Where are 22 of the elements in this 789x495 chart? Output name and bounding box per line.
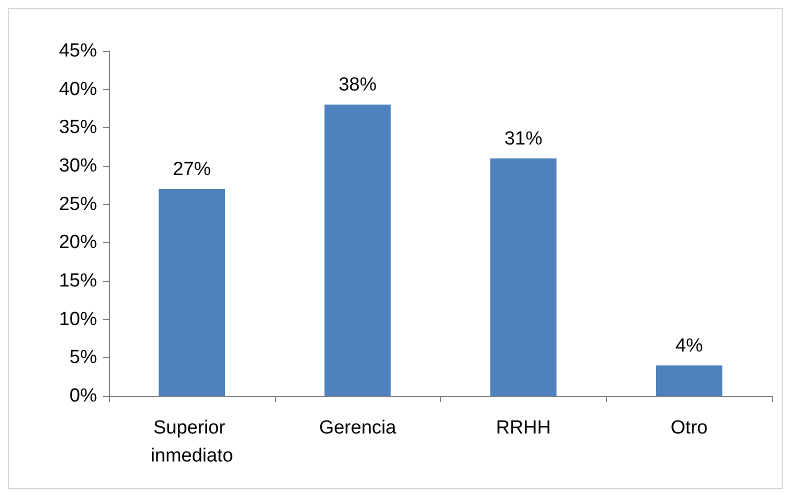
y-tick-label: 40% <box>58 78 98 100</box>
y-tick-label: 30% <box>58 156 98 176</box>
bar <box>158 189 226 396</box>
y-tick-label: 0% <box>70 386 98 406</box>
y-tick-label: 10% <box>58 308 98 330</box>
y-tick-label: 5% <box>70 347 98 368</box>
bar <box>656 365 722 396</box>
x-tick-label: RRHH <box>496 418 551 438</box>
y-tick-label: 35% <box>58 117 98 138</box>
data-label: 31% <box>504 128 542 150</box>
data-label: 27% <box>172 159 211 180</box>
y-tick-label: 45% <box>58 40 98 62</box>
data-label: 4% <box>675 335 703 356</box>
y-tick-label: 25% <box>58 194 98 215</box>
bar <box>324 104 391 396</box>
bar <box>490 158 557 396</box>
x-tick-label: Gerencia <box>319 418 397 438</box>
y-tick-label: 15% <box>58 270 98 292</box>
y-tick-label: 20% <box>58 232 98 254</box>
x-tick-label: Superior inmediato <box>150 418 234 466</box>
data-label: 38% <box>338 74 377 96</box>
x-tick-label: Otro <box>670 418 708 438</box>
